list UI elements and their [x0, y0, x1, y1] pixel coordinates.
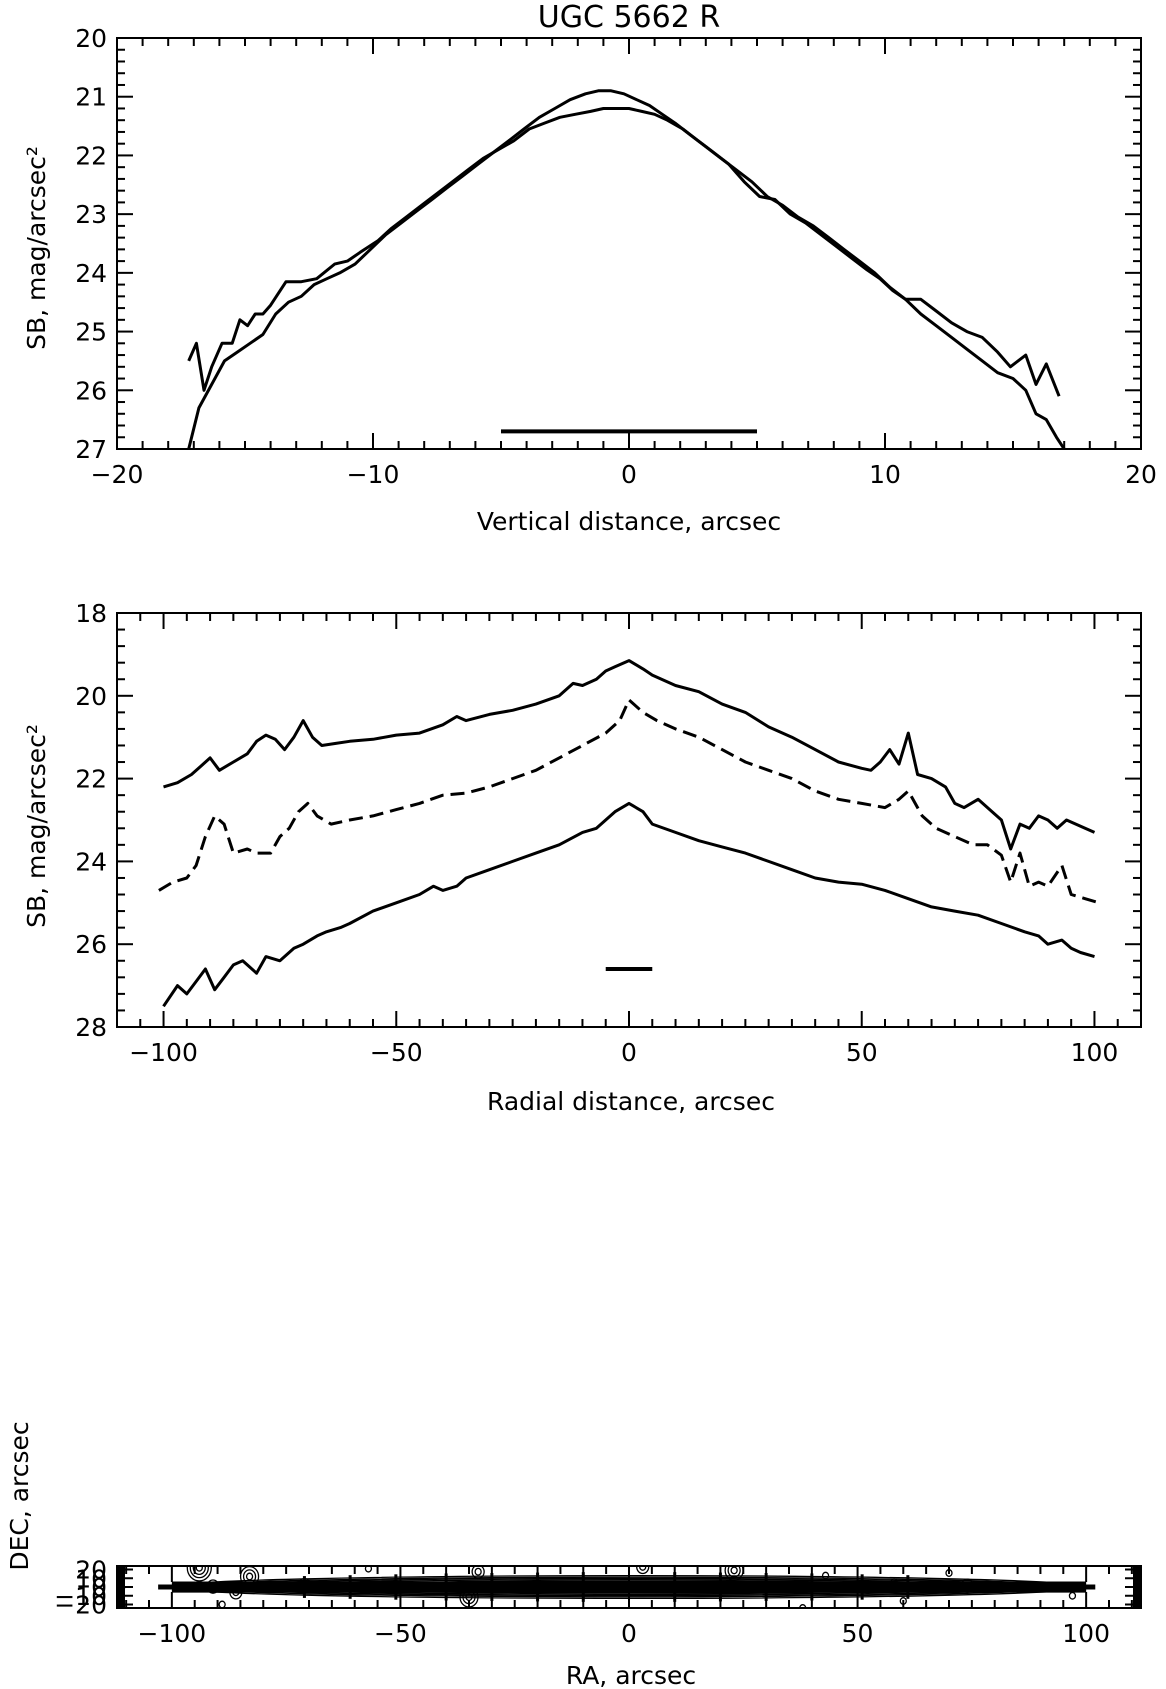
field-source-contour — [899, 1597, 907, 1605]
x-axis-label: Vertical distance, arcsec — [477, 507, 781, 536]
x-tick-label: −50 — [370, 1038, 423, 1067]
x-tick-label: −100 — [129, 1038, 198, 1067]
y-tick-label: −10 — [54, 1582, 107, 1611]
field-source-contour — [195, 1566, 203, 1572]
y-axis-label: SB, mag/arcsec² — [22, 724, 51, 928]
field-source-contour — [945, 1569, 953, 1577]
profile-line-2 — [158, 698, 1100, 905]
y-tick-label: 26 — [75, 930, 107, 959]
x-tick-label: 50 — [846, 1038, 878, 1067]
field-source-contour — [471, 1566, 485, 1579]
x-tick-label: 50 — [842, 1619, 874, 1648]
y-tick-label: 27 — [75, 435, 107, 464]
y-tick-label: 20 — [75, 24, 107, 53]
x-tick-label: −20 — [91, 460, 144, 489]
profile-line-1 — [163, 659, 1096, 851]
plot-area — [187, 89, 1066, 449]
y-tick-label: 21 — [75, 83, 107, 112]
vertical-profile-panel: −20 −10 0 10 20 20 21 22 23 24 25 26 27 Vertical dis… — [22, 24, 1157, 536]
plot-frame — [116, 37, 1142, 450]
y-tick-label: 20 — [75, 682, 107, 711]
plot-area — [158, 659, 1100, 1008]
x-tick-label: 100 — [1062, 1619, 1110, 1648]
y-axis-label: DEC, arcsec — [5, 1421, 34, 1570]
field-source-contour — [218, 1600, 226, 1608]
field-source-contour — [189, 1566, 209, 1579]
field-source-contour — [799, 1604, 807, 1608]
x-tick-label: −10 — [347, 460, 400, 489]
x-tick-label: 0 — [621, 1038, 637, 1067]
plot-frame — [116, 612, 1142, 1028]
y-tick-label: 24 — [75, 259, 107, 288]
y-tick-label: 25 — [75, 318, 107, 347]
field-source-contour — [245, 1572, 254, 1581]
y-tick-label: 18 — [75, 599, 107, 628]
field-source-contour — [474, 1567, 482, 1576]
figure-title: UGC 5662 R — [538, 0, 720, 35]
field-source-contour — [639, 1566, 647, 1571]
profile-line-2 — [187, 89, 1066, 449]
field-source-contour — [724, 1566, 744, 1581]
y-tick-label: 0 — [91, 1573, 107, 1602]
x-tick-label: −100 — [138, 1619, 207, 1648]
x-axis-label: RA, arcsec — [566, 1661, 696, 1689]
y-tick-label: 20 — [75, 1556, 107, 1585]
field-source-contour — [730, 1566, 738, 1575]
x-tick-label: 100 — [1071, 1038, 1119, 1067]
field-source-contour — [186, 1566, 212, 1582]
y-tick-label: 22 — [75, 141, 107, 170]
y-tick-label: 23 — [75, 200, 107, 229]
y-tick-label: 28 — [75, 1013, 107, 1042]
field-source-contour — [192, 1566, 206, 1575]
radial-profile-plot: −100 −50 0 50 100 18 20 22 24 26 28 — [75, 599, 1142, 1067]
field-source-contour — [465, 1593, 473, 1602]
field-source-contour — [727, 1566, 741, 1578]
y-tick-label: −20 — [54, 1591, 107, 1620]
x-tick-label: 0 — [621, 1619, 637, 1648]
y-axis-label: SB, mag/arcsec² — [22, 146, 51, 350]
y-tick-label: 10 — [75, 1564, 107, 1593]
x-tick-label: 20 — [1125, 460, 1157, 489]
field-source-contour — [636, 1566, 650, 1575]
profile-line-1 — [187, 107, 1061, 397]
field-source-contour — [821, 1571, 830, 1580]
vertical-profile-plot: −20 −10 0 10 20 20 21 22 23 24 25 26 27 — [75, 24, 1157, 489]
y-tick-label: 26 — [75, 376, 107, 405]
field-source-contour — [117, 1583, 126, 1592]
y-tick-label: 24 — [75, 847, 107, 876]
x-axis-label: Radial distance, arcsec — [487, 1087, 775, 1116]
x-tick-label: −50 — [374, 1619, 427, 1648]
x-tick-label: 10 — [869, 460, 901, 489]
profile-line-3 — [162, 801, 1095, 1008]
radial-profile-panel: −100 −50 0 50 100 18 20 22 24 26 28 Radial distanc… — [22, 599, 1142, 1116]
y-tick-label: 22 — [75, 765, 107, 794]
plot-area — [117, 1566, 1096, 1608]
field-source-contour — [364, 1566, 373, 1573]
x-tick-label: 0 — [621, 460, 637, 489]
field-source-contour — [1068, 1591, 1077, 1600]
